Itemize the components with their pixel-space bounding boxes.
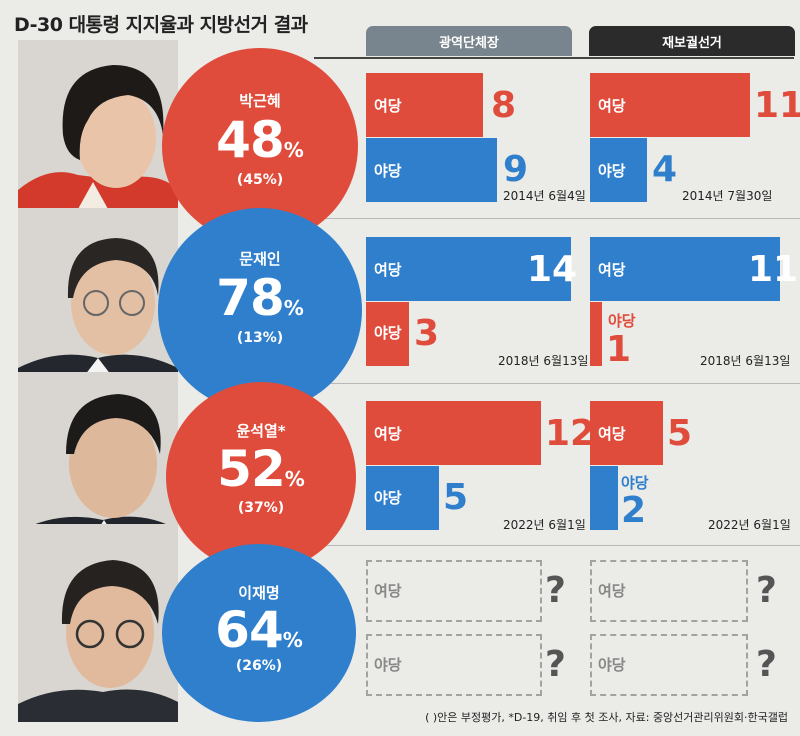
bar-by-ruling [590, 401, 663, 465]
bar-label: 여당 [598, 425, 626, 443]
placeholder-by-ruling [590, 560, 748, 622]
disapproval-rate: (13%) [236, 330, 284, 346]
placeholder-by-opposition [590, 634, 748, 696]
election-date: 2018년 6월13일 [498, 354, 589, 368]
bar-label: 야당 [608, 312, 636, 330]
president-photo-park [18, 40, 178, 218]
header-rule [314, 57, 794, 59]
bar-gov-ruling [366, 237, 571, 301]
bar-by-ruling [590, 73, 750, 137]
bar-gov-opposition [366, 466, 439, 530]
placeholder-gov-opposition [366, 634, 542, 696]
unknown-value: ? [545, 644, 566, 685]
bar-value: 9 [503, 149, 529, 190]
chart-title: D-30 대통령 지지율과 지방선거 결과 [14, 14, 308, 36]
disapproval-rate: (45%) [236, 172, 284, 188]
unknown-value: ? [756, 570, 777, 611]
president-name: 박근혜 [239, 92, 281, 110]
bar-gov-ruling [366, 73, 483, 137]
president-name: 윤석열* [236, 422, 286, 440]
bar-gov-ruling [366, 401, 541, 465]
bar-value: 5 [443, 477, 469, 518]
bar-value: 2 [621, 490, 647, 531]
bar-gov-opposition [366, 302, 409, 366]
unknown-value: ? [756, 644, 777, 685]
election-date: 2022년 6월1일 [708, 518, 791, 532]
row-separator [310, 545, 800, 546]
bar-value: 8 [491, 85, 517, 126]
president-photo-moon [18, 208, 178, 384]
bar-label: 여당 [598, 261, 626, 279]
approval-circle-moon: 문재인 78% (13%) [158, 208, 362, 412]
bar-value: 5 [667, 413, 693, 454]
bar-value: 4 [652, 149, 678, 190]
approval-circle-yoon: 윤석열* 52% (37%) [166, 382, 356, 572]
footnote: ( )안은 부정평가, *D-19, 취임 후 첫 조사, 자료: 중앙선거관리… [425, 711, 788, 724]
bar-label: 야당 [621, 474, 649, 492]
bar-gov-opposition [366, 138, 497, 202]
election-date: 2022년 6월1일 [503, 518, 586, 532]
bar-label: 야당 [598, 162, 626, 180]
election-date: 2018년 6월13일 [700, 354, 791, 368]
bar-value: 3 [414, 313, 440, 354]
bar-value: 11 [748, 249, 799, 290]
approval-rate: 48% [216, 111, 304, 169]
bar-by-opposition [590, 302, 602, 366]
election-date: 2014년 7월30일 [682, 189, 773, 203]
bar-by-opposition [590, 138, 647, 202]
bar-value: 11 [754, 85, 800, 126]
bar-value: 12 [545, 413, 596, 454]
bar-label: 야당 [374, 489, 402, 507]
bar-value: 1 [606, 329, 632, 370]
row-separator [310, 383, 800, 384]
bar-label: 여당 [598, 97, 626, 115]
bar-label: 여당 [374, 261, 402, 279]
bar-label: 야당 [598, 656, 626, 674]
approval-circle-park: 박근혜 48% (45%) [162, 48, 358, 244]
bar-label: 야당 [374, 324, 402, 342]
bar-by-opposition [590, 466, 618, 530]
bar-label: 야당 [374, 162, 402, 180]
column-header-byelection: 재보궐선거 [589, 26, 795, 56]
approval-circle-lee: 이재명 64% (26%) [162, 544, 356, 722]
disapproval-rate: (37%) [237, 500, 285, 516]
bar-by-ruling [590, 237, 780, 301]
bar-label: 여당 [374, 97, 402, 115]
placeholder-gov-ruling [366, 560, 542, 622]
bar-value: 14 [527, 249, 578, 290]
election-date: 2014년 6월4일 [503, 189, 586, 203]
bar-label: 야당 [374, 656, 402, 674]
bar-label: 여당 [374, 582, 402, 600]
candidate-name: 이재명 [238, 584, 280, 602]
bar-label: 여당 [374, 425, 402, 443]
president-name: 문재인 [239, 250, 281, 268]
approval-rate: 64% [215, 601, 303, 659]
column-header-governor: 광역단체장 [366, 26, 572, 56]
disapproval-rate: (26%) [235, 658, 283, 674]
president-photo-yoon [18, 372, 178, 548]
bar-label: 여당 [598, 582, 626, 600]
unknown-value: ? [545, 570, 566, 611]
row-separator [310, 218, 800, 219]
candidate-photo-lee [18, 524, 178, 722]
approval-rate: 52% [217, 440, 305, 498]
approval-rate: 78% [216, 269, 304, 327]
